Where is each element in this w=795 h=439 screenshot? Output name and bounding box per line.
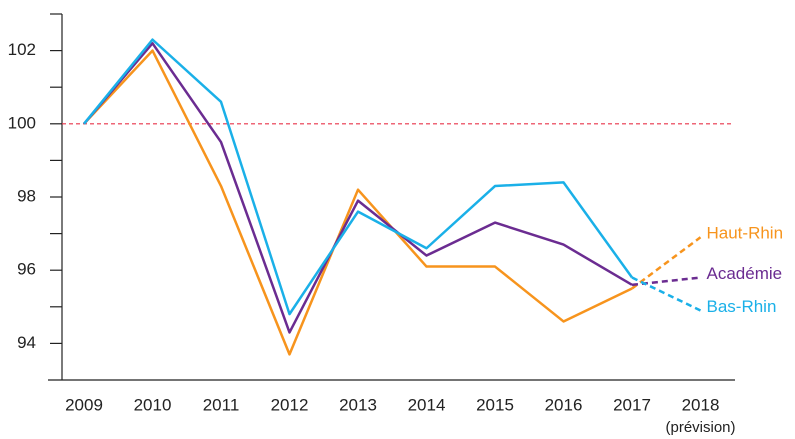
x-tick-label: 2012 xyxy=(271,395,309,414)
series-label: Académie xyxy=(707,264,783,283)
x-tick-label: 2016 xyxy=(545,395,583,414)
forecast-line xyxy=(631,236,702,290)
x-tick-label: 2018 xyxy=(682,395,720,414)
y-tick-label: 102 xyxy=(8,40,36,59)
x-tick-label: 2011 xyxy=(203,395,240,414)
y-tick-label: 98 xyxy=(17,186,36,205)
x-tick-label: 2017 xyxy=(613,395,651,414)
forecast-label: (prévision) xyxy=(665,419,735,436)
x-tick-label: 2015 xyxy=(476,395,514,414)
series-label: Haut-Rhin xyxy=(707,224,784,243)
series-line xyxy=(83,49,633,356)
x-tick-label: 2009 xyxy=(65,395,103,414)
series-line xyxy=(83,42,633,334)
forecast-line xyxy=(631,276,702,312)
x-tick-label: 2010 xyxy=(134,395,172,414)
x-tick-label: 2014 xyxy=(408,395,446,414)
y-tick-label: 94 xyxy=(17,333,36,352)
x-tick-label: 2013 xyxy=(339,395,377,414)
y-tick-label: 100 xyxy=(8,113,36,132)
series-line xyxy=(83,38,634,316)
series-label: Bas-Rhin xyxy=(707,297,777,316)
y-tick-label: 96 xyxy=(17,260,36,279)
